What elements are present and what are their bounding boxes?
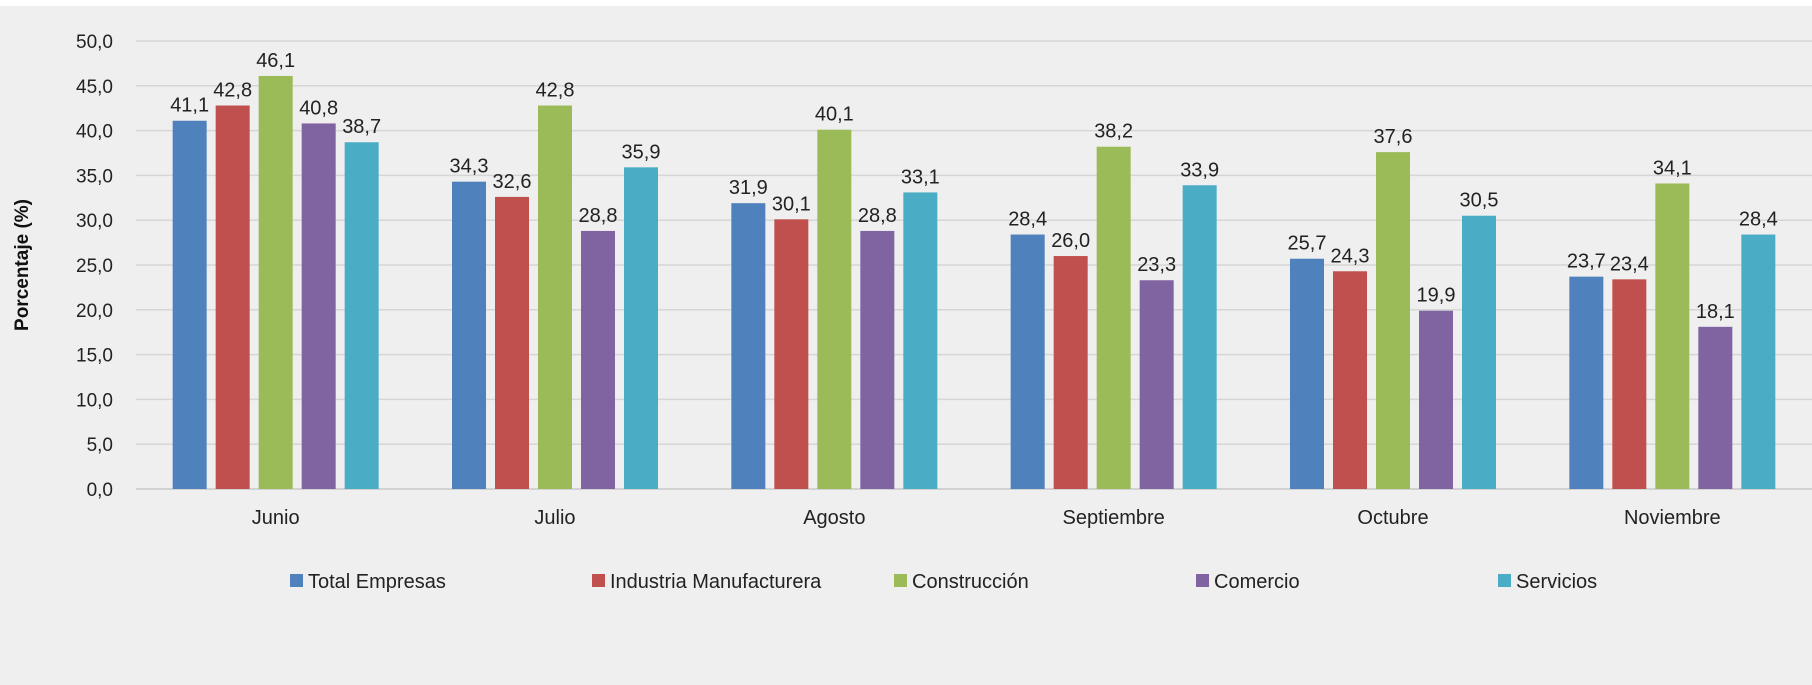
bar-septiembre-1: [1010, 234, 1045, 489]
data-label: 24,3: [1331, 245, 1370, 267]
bar-junio-4: [301, 123, 336, 489]
data-label: 30,5: [1460, 190, 1499, 212]
y-tick-label: 10,0: [76, 390, 113, 411]
data-label: 32,6: [493, 171, 532, 193]
data-label: 34,3: [450, 156, 489, 178]
bars: [172, 75, 1776, 490]
bar-agosto-4: [860, 230, 895, 489]
data-label: 42,8: [213, 80, 252, 102]
chart-area: 0,0 5,0 10,0 15,0 20,0 25,0 30,0 35,0 40,0 45,0 50…: [0, 6, 1812, 685]
y-tick-label: 5,0: [87, 435, 113, 456]
bar-noviembre-1: [1569, 276, 1604, 489]
bar-agosto-5: [903, 192, 938, 489]
data-label: 37,6: [1374, 126, 1413, 148]
category-label: Septiembre: [1063, 507, 1165, 529]
category-label: Noviembre: [1624, 507, 1721, 529]
data-label: 23,3: [1137, 254, 1176, 276]
legend-label: Industria Manufacturera: [610, 571, 822, 593]
y-tick-label: 50,0: [76, 32, 113, 53]
bar-julio-4: [581, 230, 615, 489]
data-label: 23,7: [1567, 251, 1606, 273]
legend: Total Empresas Industria Manufacturera Con…: [290, 571, 1597, 593]
y-tick-label: 0,0: [87, 480, 113, 501]
y-tick-label: 20,0: [76, 301, 113, 322]
bar-julio-5: [624, 167, 658, 489]
y-tick-label: 30,0: [76, 211, 113, 232]
data-label: 41,1: [170, 95, 209, 117]
data-label: 38,2: [1094, 121, 1133, 143]
legend-label: Servicios: [1516, 571, 1597, 593]
bar-agosto-1: [731, 203, 766, 489]
bar-junio-1: [172, 120, 207, 489]
data-label: 28,8: [579, 205, 618, 227]
legend-label: Construcción: [912, 571, 1029, 593]
bar-agosto-3: [817, 129, 852, 489]
bar-junio-3: [258, 75, 293, 489]
bar-julio-3: [538, 105, 572, 490]
bar-agosto-2: [774, 219, 809, 489]
legend-swatch: [592, 574, 605, 587]
data-label: 33,1: [901, 166, 940, 188]
bar-noviembre-5: [1741, 234, 1776, 489]
y-tick-label: 35,0: [76, 166, 113, 187]
data-label: 46,1: [256, 50, 295, 72]
bar-octubre-4: [1419, 310, 1453, 489]
y-tick-label: 40,0: [76, 122, 113, 143]
bar-junio-2: [215, 105, 250, 490]
data-label: 28,8: [858, 205, 897, 227]
bar-octubre-5: [1462, 215, 1496, 489]
legend-swatch: [290, 574, 303, 587]
y-tick-label: 25,0: [76, 256, 113, 277]
legend-swatch: [1498, 574, 1511, 587]
data-label: 25,7: [1288, 233, 1327, 255]
bar-octubre-2: [1333, 271, 1367, 489]
bar-septiembre-2: [1053, 256, 1088, 489]
category-label: Junio: [252, 507, 300, 529]
data-labels: 41,142,846,140,838,734,332,642,828,835,9…: [170, 50, 1778, 323]
data-label: 28,4: [1008, 209, 1047, 231]
bar-noviembre-2: [1612, 279, 1647, 489]
y-axis-title: Porcentaje (%): [12, 199, 33, 331]
bar-octubre-1: [1290, 258, 1324, 489]
legend-label: Total Empresas: [308, 571, 446, 593]
data-label: 28,4: [1739, 209, 1778, 231]
data-label: 34,1: [1653, 157, 1692, 179]
data-label: 26,0: [1051, 230, 1090, 252]
data-label: 40,8: [299, 97, 338, 119]
bar-junio-5: [344, 142, 379, 490]
data-label: 35,9: [622, 141, 661, 163]
data-label: 38,7: [342, 116, 381, 138]
data-label: 23,4: [1610, 253, 1649, 275]
data-label: 30,1: [772, 193, 811, 215]
data-label: 33,9: [1180, 159, 1219, 181]
y-tick-label: 45,0: [76, 77, 113, 98]
bar-septiembre-3: [1096, 146, 1131, 489]
data-label: 40,1: [815, 104, 854, 126]
bar-noviembre-4: [1698, 326, 1733, 489]
data-label: 31,9: [729, 177, 768, 199]
x-axis-categories: Junio Julio Agosto Septiembre Octubre Noviemb…: [252, 507, 1721, 529]
y-tick-label: 15,0: [76, 346, 113, 367]
bar-septiembre-5: [1182, 185, 1217, 490]
y-axis-ticks: 0,0 5,0 10,0 15,0 20,0 25,0 30,0 35,0 40,0 45,0 50…: [76, 32, 113, 501]
gridlines: [136, 40, 1812, 490]
legend-swatch: [894, 574, 907, 587]
bar-septiembre-4: [1139, 280, 1174, 489]
bar-noviembre-3: [1655, 183, 1690, 490]
data-label: 42,8: [536, 80, 575, 102]
category-label: Octubre: [1357, 507, 1428, 529]
category-label: Agosto: [803, 507, 865, 529]
bar-julio-2: [495, 196, 529, 490]
legend-swatch: [1196, 574, 1209, 587]
category-label: Julio: [534, 507, 575, 529]
legend-label: Comercio: [1214, 571, 1300, 593]
bar-octubre-3: [1376, 152, 1410, 489]
bar-julio-1: [452, 181, 486, 489]
bar-chart: 0,0 5,0 10,0 15,0 20,0 25,0 30,0 35,0 40,0 45,0 50…: [12, 32, 1812, 593]
data-label: 18,1: [1696, 301, 1735, 323]
data-label: 19,9: [1417, 285, 1456, 307]
